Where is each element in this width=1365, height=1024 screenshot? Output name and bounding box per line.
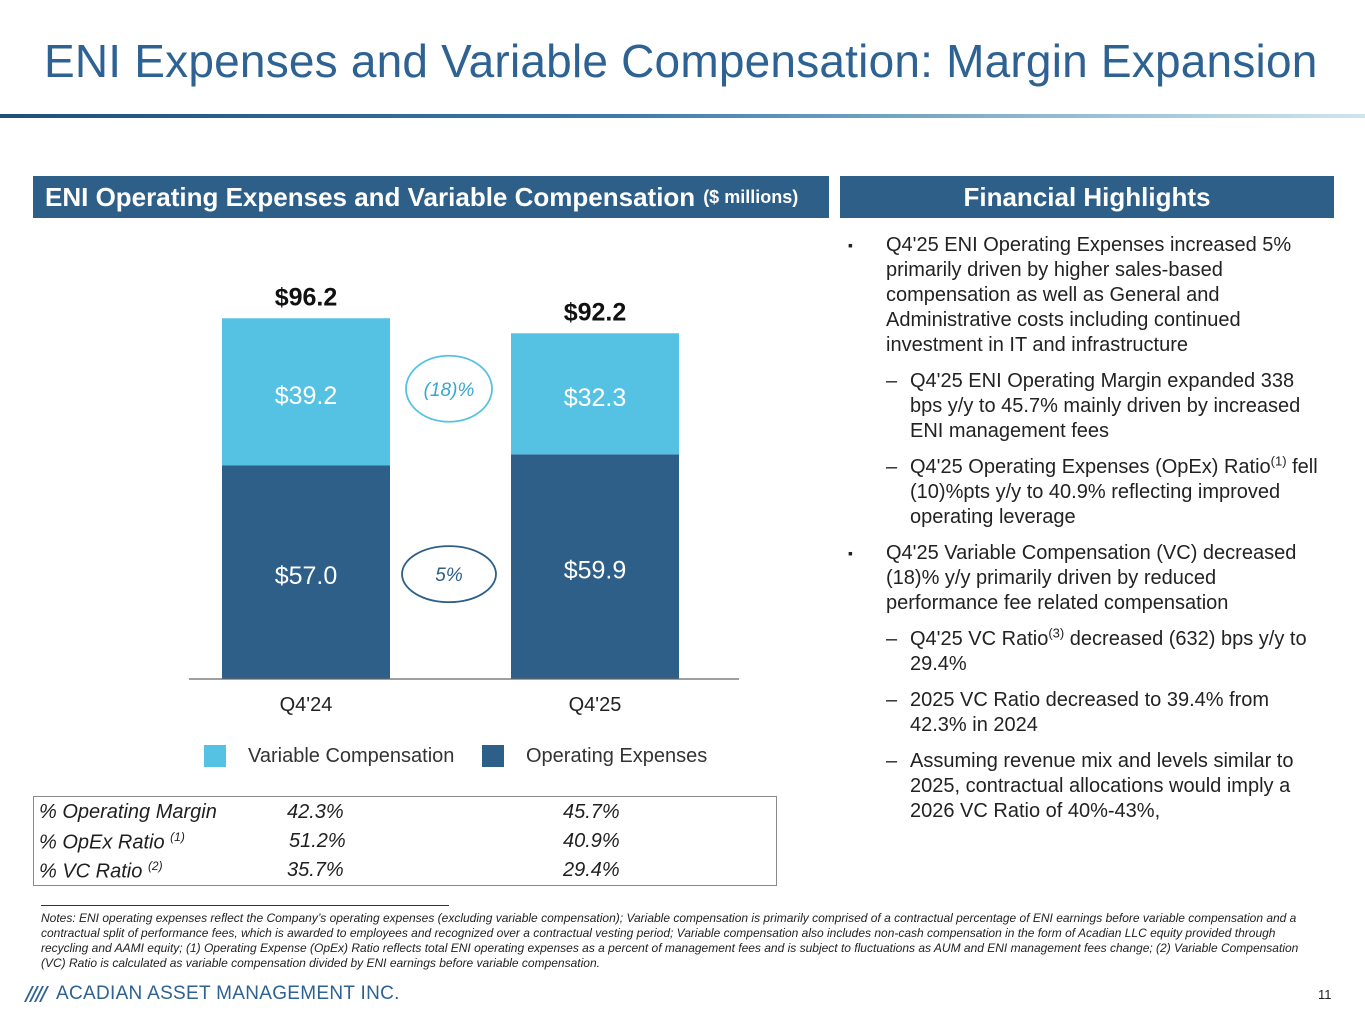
highlight-bullet: ▪ Q4'25 ENI Operating Expenses increased… (848, 234, 1292, 356)
company-name: ACADIAN ASSET MANAGEMENT INC. (56, 983, 400, 1004)
x-tick-label: Q4'24 (280, 694, 333, 716)
legend-label-vc: Variable Compensation (248, 744, 455, 767)
highlight-sub-item: – Assuming revenue mix and levels simila… (886, 750, 1294, 822)
footnotes: Notes: ENI operating expenses reflect th… (41, 911, 1299, 970)
chart-panel-header: ENI Operating Expenses and Variable Comp… (33, 176, 829, 218)
company-logo: ACADIAN ASSET MANAGEMENT INC. (24, 983, 400, 1005)
highlight-bullet: ▪ Q4'25 Variable Compensation (VC) decre… (848, 542, 1297, 614)
legend-swatch-vc (204, 745, 226, 767)
legend-operating-expenses: Operating Expenses (482, 744, 707, 768)
vc-change-oval (405, 354, 493, 423)
square-bullet-icon: ▪ (848, 237, 853, 253)
ratio-label: % Operating Margin (39, 801, 217, 823)
title-divider (0, 114, 1365, 118)
highlights-panel-header: Financial Highlights (840, 176, 1334, 218)
highlight-sub-item: – Q4'25 ENI Operating Margin expanded 33… (886, 370, 1301, 442)
bar-variable-compensation (511, 333, 679, 455)
ratio-table: % Operating Margin 42.3% 45.7% % OpEx Ra… (33, 796, 777, 886)
total-label: $92.2 (564, 298, 627, 326)
ratio-row-opex: % OpEx Ratio (1) 51.2% 40.9% (34, 828, 776, 856)
ratio-q4-25: 45.7% (563, 801, 620, 823)
legend-variable-compensation: Variable Compensation (204, 744, 454, 768)
legend-label-opex: Operating Expenses (526, 744, 708, 767)
data-label-opex: $57.0 (275, 562, 338, 590)
ratio-q4-24: 35.7% (287, 859, 344, 881)
data-label-vc: $32.3 (564, 384, 627, 412)
page-number: 11 (1318, 987, 1332, 1002)
ratio-q4-24: 51.2% (289, 830, 346, 852)
logo-stripes-icon (24, 986, 49, 1002)
ratio-q4-25: 29.4% (563, 859, 620, 881)
ratio-label: % OpEx Ratio (39, 831, 165, 854)
highlight-sub-item: – Q4'25 Operating Expenses (OpEx) Ratio(… (886, 453, 1318, 528)
opex-change-oval (401, 545, 497, 604)
highlight-sub-item: – Q4'25 VC Ratio(3) decreased (632) bps … (886, 625, 1307, 675)
square-bullet-icon: ▪ (848, 545, 853, 561)
opex-change-label: 5% (435, 565, 463, 586)
total-label: $96.2 (275, 283, 338, 311)
ratio-footnote: (1) (170, 830, 185, 844)
page-title: ENI Expenses and Variable Compensation: … (44, 35, 1318, 87)
ratio-row-vc: % VC Ratio (2) 35.7% 29.4% (34, 857, 776, 885)
legend-swatch-opex (482, 745, 504, 767)
bar-operating-expenses (222, 465, 390, 679)
ratio-q4-24: 42.3% (287, 801, 344, 823)
notes-divider (41, 905, 449, 906)
data-label-vc: $39.2 (275, 382, 338, 410)
chart-panel-unit: ($ millions) (703, 186, 799, 207)
ratio-footnote: (2) (147, 859, 163, 873)
highlight-sub-item: – 2025 VC Ratio decreased to 39.4% from … (886, 689, 1270, 736)
ratio-q4-25: 40.9% (563, 830, 620, 852)
stacked-bar-chart: $57.0 $39.2 $96.2 Q4'24 $59.9 $32.3 $92.2 Q4'25… (189, 283, 739, 716)
x-tick-label: Q4'25 (569, 694, 622, 716)
bar-operating-expenses (511, 454, 679, 679)
data-label-opex: $59.9 (564, 557, 627, 585)
bar-variable-compensation (222, 318, 390, 466)
chart-panel-title: ENI Operating Expenses and Variable Comp… (45, 181, 696, 212)
ratio-label: % VC Ratio (39, 860, 143, 883)
ratio-row-operating-margin: % Operating Margin 42.3% 45.7% (34, 799, 776, 827)
financial-highlights: ▪ Q4'25 ENI Operating Expenses increased… (848, 233, 1328, 835)
vc-change-label: (18)% (424, 380, 475, 401)
